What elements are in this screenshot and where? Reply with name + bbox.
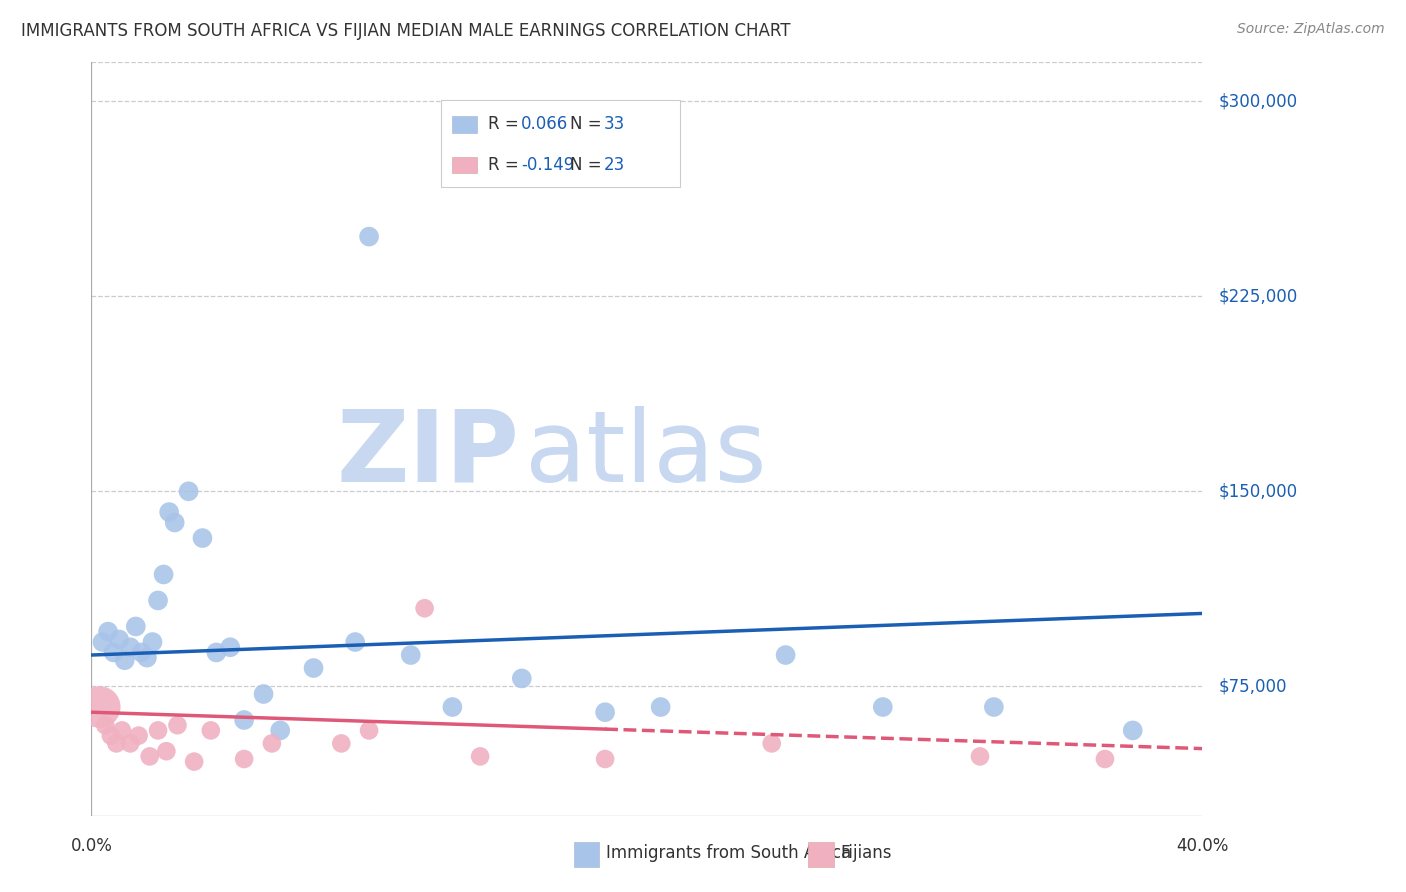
- Point: [330, 736, 353, 750]
- Point: [157, 505, 180, 519]
- Point: [269, 723, 291, 738]
- Text: Immigrants from South Africa: Immigrants from South Africa: [606, 844, 851, 862]
- Point: [357, 723, 380, 738]
- Point: [775, 648, 797, 662]
- Point: [125, 619, 148, 633]
- Point: [872, 700, 894, 714]
- Text: Fijians: Fijians: [841, 844, 893, 862]
- Point: [1094, 752, 1116, 766]
- Point: [441, 700, 464, 714]
- Point: [413, 601, 436, 615]
- Point: [100, 729, 122, 743]
- Point: [114, 653, 136, 667]
- Point: [177, 484, 200, 499]
- Text: -0.149: -0.149: [522, 156, 575, 174]
- Text: $225,000: $225,000: [1219, 287, 1298, 305]
- Point: [152, 567, 174, 582]
- Point: [166, 718, 188, 732]
- Point: [205, 645, 228, 659]
- Bar: [453, 157, 477, 173]
- Text: $300,000: $300,000: [1219, 93, 1298, 111]
- Point: [200, 723, 222, 738]
- Point: [105, 736, 128, 750]
- Point: [138, 749, 160, 764]
- Text: 40.0%: 40.0%: [1175, 837, 1229, 855]
- Point: [302, 661, 325, 675]
- Point: [146, 593, 169, 607]
- FancyBboxPatch shape: [441, 100, 681, 186]
- Point: [155, 744, 177, 758]
- Point: [128, 729, 150, 743]
- Point: [510, 672, 533, 686]
- Point: [141, 635, 163, 649]
- Text: 23: 23: [603, 156, 624, 174]
- Point: [103, 645, 125, 659]
- Text: Source: ZipAtlas.com: Source: ZipAtlas.com: [1237, 22, 1385, 37]
- Text: R =: R =: [488, 156, 524, 174]
- Point: [252, 687, 274, 701]
- Text: atlas: atlas: [524, 406, 766, 503]
- Point: [183, 755, 205, 769]
- Point: [357, 229, 380, 244]
- Point: [163, 516, 186, 530]
- Point: [761, 736, 783, 750]
- Point: [146, 723, 169, 738]
- Point: [1122, 723, 1144, 738]
- Text: N =: N =: [569, 156, 607, 174]
- Point: [983, 700, 1005, 714]
- Text: IMMIGRANTS FROM SOUTH AFRICA VS FIJIAN MEDIAN MALE EARNINGS CORRELATION CHART: IMMIGRANTS FROM SOUTH AFRICA VS FIJIAN M…: [21, 22, 790, 40]
- Point: [89, 700, 111, 714]
- Point: [593, 705, 616, 719]
- Text: 0.066: 0.066: [522, 115, 568, 134]
- Text: N =: N =: [569, 115, 607, 134]
- Text: ZIP: ZIP: [336, 406, 519, 503]
- Text: 33: 33: [603, 115, 624, 134]
- Point: [219, 640, 242, 655]
- Point: [233, 752, 256, 766]
- Point: [135, 650, 157, 665]
- Point: [97, 624, 120, 639]
- Point: [468, 749, 492, 764]
- Point: [399, 648, 422, 662]
- Point: [108, 632, 131, 647]
- Point: [111, 723, 134, 738]
- Bar: [453, 116, 477, 133]
- Point: [233, 713, 256, 727]
- Text: R =: R =: [488, 115, 524, 134]
- Text: $150,000: $150,000: [1219, 483, 1298, 500]
- Point: [344, 635, 367, 649]
- Point: [260, 736, 283, 750]
- Point: [120, 736, 142, 750]
- Point: [191, 531, 214, 545]
- Point: [131, 645, 153, 659]
- Point: [969, 749, 991, 764]
- Point: [94, 718, 117, 732]
- Text: 0.0%: 0.0%: [70, 837, 112, 855]
- Text: $75,000: $75,000: [1219, 677, 1288, 695]
- Point: [91, 635, 114, 649]
- Point: [650, 700, 672, 714]
- Point: [120, 640, 142, 655]
- Point: [593, 752, 616, 766]
